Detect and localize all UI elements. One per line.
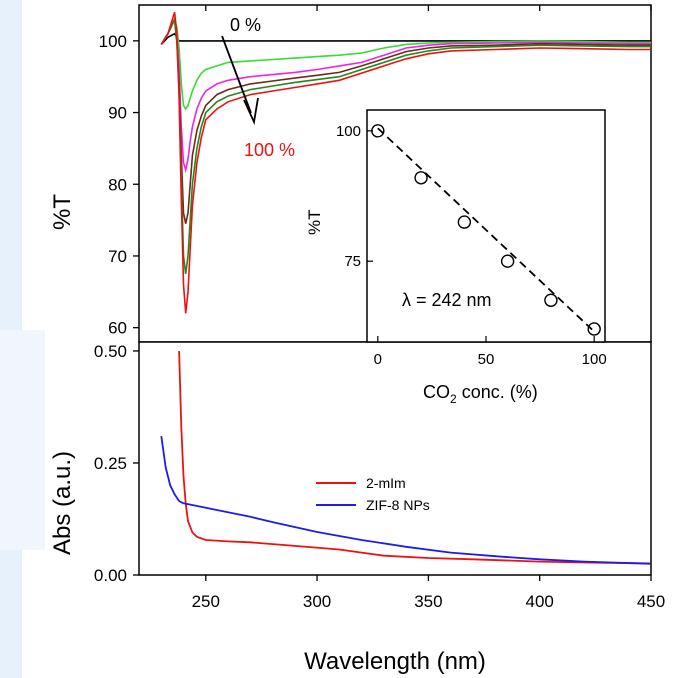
inset-y-tick-label: 100 <box>336 123 361 140</box>
top-y-tick-label: 80 <box>108 175 127 194</box>
inset-x-tick-label: 50 <box>478 351 495 368</box>
x-tick-label: 300 <box>303 592 331 611</box>
annotation-100-percent: 100 % <box>244 140 295 160</box>
trend-arrow-head <box>243 97 259 126</box>
inset-x-tick-label: 0 <box>374 351 382 368</box>
bottom-spectra <box>160 350 652 565</box>
legend-label-zif-8: ZIF-8 NPs <box>366 497 430 513</box>
inset-point <box>544 293 558 307</box>
top-y-tick-label: 70 <box>108 247 127 266</box>
top-series-line-5 <box>160 11 651 314</box>
inset-y-axis-label: %T <box>305 210 324 236</box>
legend: 2-mIm ZIF-8 NPs <box>316 475 430 513</box>
inset-plot: 0 50 100 75 100 <box>336 123 607 368</box>
legend-label-2-mim: 2-mIm <box>366 475 406 491</box>
inset-point <box>587 322 601 336</box>
inset-frame <box>366 109 606 343</box>
top-y-tick-label: 60 <box>108 319 127 338</box>
inset-x-tick-label: 100 <box>582 351 607 368</box>
bottom-panel-frame <box>138 341 652 576</box>
trend-arrow <box>221 35 252 114</box>
x-tick-label: 250 <box>192 592 220 611</box>
x-tick-label: 400 <box>526 592 554 611</box>
inset-point <box>500 254 515 268</box>
inset-point <box>457 215 472 229</box>
inset-point <box>414 171 428 185</box>
inset-y-tick-label: 75 <box>344 253 361 270</box>
bottom-series-line-1 <box>160 435 652 565</box>
x-axis-label: Wavelength (nm) <box>304 648 486 675</box>
bottom-y-axis-label: Abs (a.u.) <box>49 451 76 555</box>
x-tick-label: 450 <box>637 592 665 611</box>
bottom-y-tick-label: 0.25 <box>94 454 127 473</box>
bottom-y-tick-label: 0.50 <box>94 342 127 361</box>
top-series-line-0 <box>160 32 651 45</box>
bottom-y-tick-label: 0.00 <box>94 566 127 585</box>
top-y-tick-label: 90 <box>108 104 127 123</box>
annotation-0-percent: 0 % <box>230 15 261 35</box>
background-band-mid <box>0 330 45 550</box>
inset-annotation: λ = 242 nm <box>402 290 492 310</box>
top-series-line-2 <box>160 16 651 174</box>
top-y-axis-label: %T <box>49 194 76 230</box>
x-tick-label: 350 <box>414 592 442 611</box>
top-spectra <box>160 11 651 314</box>
inset-fit-line <box>377 127 595 333</box>
top-series-line-1 <box>160 17 651 111</box>
top-y-tick-label: 100 <box>99 32 127 51</box>
axes-ticks: 60 70 80 90 100 0.00 0.25 0.50 250 300 350 400 450 <box>94 5 665 611</box>
